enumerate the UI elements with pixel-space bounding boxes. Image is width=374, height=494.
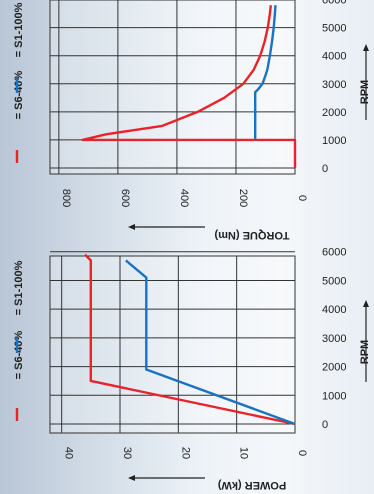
rpm-tick-label: 0 [322,163,328,175]
rpm-tick-label: 4000 [322,304,346,316]
value-tick-label: 0 [296,195,308,201]
value-tick-label: 800 [60,189,72,207]
rpm-axis-title: RPM [359,80,371,104]
value-tick-label: 40 [63,447,75,459]
rpm-tick-label: 5000 [322,23,346,35]
rpm-tick-label: 6000 [322,247,346,259]
plot-area [49,255,296,434]
value-arrow-head [128,224,135,230]
rpm-arrow-head [363,44,369,51]
rpm-tick-label: 2000 [322,362,346,374]
legend-label: = S6-40% [13,70,25,119]
value-tick-label: 200 [237,189,249,207]
rpm-tick-label: 3000 [322,333,346,345]
value-axis-title: POWER (kW) [217,479,286,491]
value-tick-label: 400 [178,189,190,207]
legend-label: = S1-100% [13,260,25,315]
rpm-arrow-head [363,300,369,307]
rpm-tick-label: 6000 [322,0,346,7]
chart-power: 0 10 20 30 40 0 1000 2000 3000 4000 5000 6000 RPM POW… [13,247,371,491]
legend-label: = S1-100% [13,2,25,57]
rpm-tick-label: 0 [322,419,328,431]
chart-torque: 0 200 400 600 800 0 1000 2000 3000 4000 5000 6000 RP… [13,0,371,241]
value-arrow-head [128,475,135,481]
value-tick-label: 20 [179,447,191,459]
series-line-s1-100 [125,259,296,426]
plot-area [49,0,296,175]
series-line-s1-100 [253,5,277,140]
rpm-axis-title: RPM [359,340,371,364]
legend-label: = S6-40% [13,330,25,379]
value-axis-title: TORQUE (Nm) [214,229,289,241]
value-tick-label: 30 [121,447,133,459]
series-line-s6-40 [81,5,297,168]
rpm-tick-label: 2000 [322,107,346,119]
value-tick-label: 0 [296,450,308,456]
series-line-s6-40 [84,253,296,426]
rpm-tick-label: 5000 [322,275,346,287]
rpm-tick-label: 4000 [322,51,346,63]
rpm-tick-label: 1000 [322,135,346,147]
rpm-tick-label: 3000 [322,79,346,91]
value-tick-label: 10 [238,447,250,459]
rpm-tick-label: 1000 [322,390,346,402]
value-tick-label: 600 [119,189,131,207]
